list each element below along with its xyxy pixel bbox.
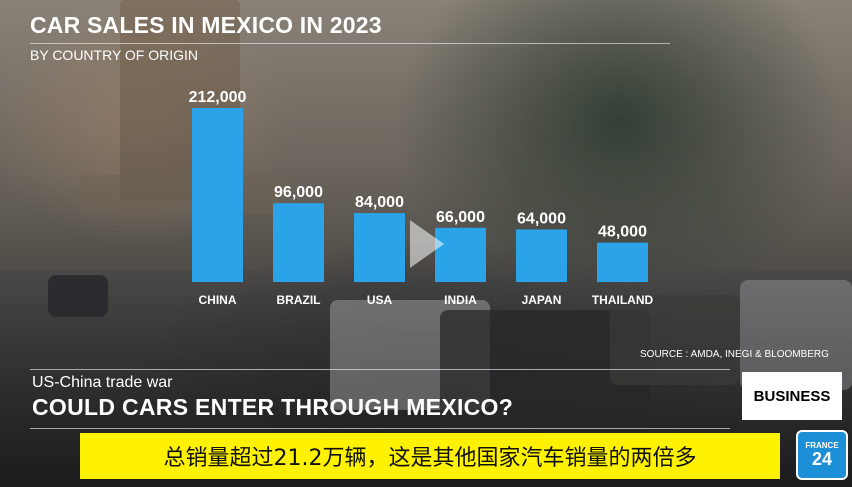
lower-third-headline: COULD CARS ENTER THROUGH MEXICO? bbox=[32, 394, 514, 420]
value-label-china: 212,000 bbox=[189, 89, 247, 106]
category-label-usa: USA bbox=[367, 293, 393, 307]
france24-logo: FRANCE 24 bbox=[796, 430, 848, 480]
background-car bbox=[740, 280, 852, 390]
logo-top-text: FRANCE bbox=[805, 441, 839, 450]
lower-third-divider-bottom bbox=[30, 428, 730, 429]
category-label-india: INDIA bbox=[444, 293, 477, 307]
value-label-india: 66,000 bbox=[436, 209, 485, 226]
title-divider bbox=[30, 43, 670, 44]
chart-source: SOURCE : AMDA, INEGI & BLOOMBERG bbox=[640, 349, 829, 360]
value-label-thailand: 48,000 bbox=[598, 224, 647, 241]
lower-third-divider-top bbox=[30, 369, 730, 370]
background-monument-base bbox=[80, 175, 290, 215]
bar-japan bbox=[516, 229, 567, 282]
value-label-japan: 64,000 bbox=[517, 210, 566, 227]
category-label-brazil: BRAZIL bbox=[277, 293, 321, 307]
logo-number: 24 bbox=[811, 449, 833, 469]
business-badge: BUSINESS bbox=[742, 372, 842, 420]
bar-brazil bbox=[273, 203, 324, 282]
bar-china bbox=[192, 108, 243, 282]
bar-thailand bbox=[597, 242, 648, 282]
background-car bbox=[48, 275, 108, 317]
value-label-brazil: 96,000 bbox=[274, 184, 323, 201]
chart-title: CAR SALES IN MEXICO IN 2023 bbox=[30, 12, 382, 38]
category-label-japan: JAPAN bbox=[522, 293, 562, 307]
category-label-china: CHINA bbox=[199, 293, 237, 307]
play-icon[interactable] bbox=[410, 220, 444, 268]
bar-usa bbox=[354, 213, 405, 282]
chart-subtitle: BY COUNTRY OF ORIGIN bbox=[30, 47, 199, 63]
chinese-caption: 总销量超过21.2万辆，这是其他国家汽车销量的两倍多 bbox=[80, 433, 780, 479]
background-car bbox=[610, 295, 740, 385]
category-label-thailand: THAILAND bbox=[592, 293, 654, 307]
lower-third-kicker: US-China trade war bbox=[32, 374, 173, 391]
value-label-usa: 84,000 bbox=[355, 194, 404, 211]
